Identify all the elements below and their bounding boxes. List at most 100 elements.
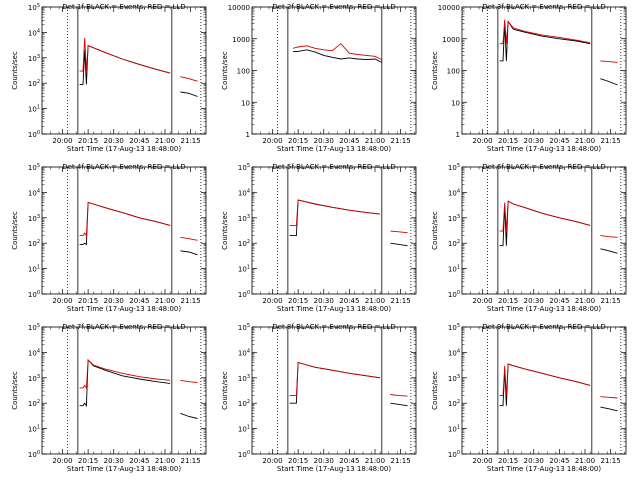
x-tick-label: 20:45 — [549, 457, 569, 465]
y-tick-label: 1000 — [232, 36, 250, 44]
panel-title: Det 3f BLACK = Events, RED = LLD — [482, 3, 605, 11]
x-tick-label: 20:45 — [129, 137, 149, 145]
series-line-events — [499, 363, 618, 412]
y-tick-label: 105 — [28, 163, 40, 172]
x-tick-label: 20:00 — [472, 137, 492, 145]
x-tick-label: 20:45 — [549, 297, 569, 305]
x-tick-label: 20:15 — [498, 137, 518, 145]
x-axis-label: Start Time (17-Aug-13 18:48:00) — [487, 305, 601, 313]
y-tick-label: 101 — [28, 265, 40, 274]
plot-frame — [461, 6, 627, 135]
x-axis-label: Start Time (17-Aug-13 18:48:00) — [277, 465, 391, 473]
x-tick-label: 21:00 — [575, 457, 595, 465]
plot-frame — [461, 326, 627, 455]
y-axis-label: Counts/sec — [431, 51, 439, 90]
series-line-events — [79, 358, 198, 419]
x-tick-label: 20:00 — [262, 137, 282, 145]
series-line-lld — [289, 361, 408, 397]
series-line-events — [499, 200, 618, 254]
y-tick-label: 105 — [28, 323, 40, 332]
y-tick-label: 100 — [28, 450, 40, 459]
y-tick-label: 105 — [238, 323, 250, 332]
x-tick-label: 21:15 — [391, 457, 411, 465]
x-tick-label: 21:00 — [155, 297, 175, 305]
detector-panel: 100 101 102 103 104 105 20:00 20:15 20:30 20:45 21… — [431, 163, 627, 313]
y-tick-label: 104 — [448, 188, 460, 197]
x-axis-label: Start Time (17-Aug-13 18:48:00) — [487, 145, 601, 153]
series-line-lld — [499, 363, 618, 399]
y-tick-label: 100 — [447, 68, 460, 76]
x-tick-label: 20:45 — [129, 457, 149, 465]
panel-title: Det 1f BLACK = Events, RED = LLD — [62, 3, 185, 11]
x-tick-label: 20:30 — [524, 297, 544, 305]
x-tick-label: 21:00 — [365, 457, 385, 465]
y-tick-label: 104 — [28, 348, 40, 357]
detector-panel: 100 101 102 103 104 105 20:00 20:15 20:30 20:45 21… — [221, 163, 417, 313]
plot-frame — [251, 326, 417, 455]
y-axis-label: Counts/sec — [11, 211, 19, 250]
y-tick-label: 100 — [238, 450, 250, 459]
x-tick-label: 20:30 — [524, 137, 544, 145]
y-tick-label: 102 — [28, 399, 40, 408]
x-tick-label: 20:15 — [78, 137, 98, 145]
x-tick-label: 21:00 — [365, 297, 385, 305]
plot-frame — [461, 166, 627, 295]
x-tick-label: 20:15 — [288, 297, 308, 305]
series-line-lld — [79, 201, 198, 241]
y-tick-label: 103 — [28, 54, 40, 63]
y-tick-label: 101 — [448, 425, 460, 434]
x-tick-label: 20:30 — [314, 137, 334, 145]
series-line-lld — [499, 19, 618, 63]
series-line-lld — [79, 37, 198, 82]
y-tick-label: 10000 — [228, 4, 250, 12]
y-axis-label: Counts/sec — [221, 371, 229, 410]
x-tick-label: 20:45 — [129, 297, 149, 305]
panel-title: Det 2f BLACK = Events, RED = LLD — [272, 3, 395, 11]
x-tick-label: 20:00 — [52, 137, 72, 145]
detector-panel: 100 101 102 103 104 105 20:00 20:15 20:30 20:45 21… — [11, 3, 207, 153]
y-tick-label: 104 — [448, 348, 460, 357]
x-tick-label: 21:00 — [365, 137, 385, 145]
x-tick-label: 20:15 — [288, 457, 308, 465]
x-tick-label: 21:15 — [181, 297, 201, 305]
x-tick-label: 20:15 — [78, 297, 98, 305]
y-tick-label: 104 — [28, 28, 40, 37]
x-tick-label: 21:00 — [155, 457, 175, 465]
plot-frame — [41, 326, 207, 455]
y-axis-label: Counts/sec — [11, 371, 19, 410]
plot-frame — [41, 6, 207, 135]
y-tick-label: 104 — [238, 188, 250, 197]
y-tick-label: 105 — [448, 163, 460, 172]
series-line-events — [79, 201, 198, 256]
y-tick-label: 104 — [238, 348, 250, 357]
series-line-events — [289, 361, 408, 407]
y-tick-label: 100 — [237, 68, 250, 76]
y-tick-label: 102 — [28, 79, 40, 88]
y-tick-label: 103 — [448, 214, 460, 223]
y-tick-label: 103 — [28, 374, 40, 383]
y-tick-label: 102 — [448, 399, 460, 408]
x-tick-label: 21:15 — [601, 297, 621, 305]
series-line-lld — [292, 43, 382, 61]
x-tick-label: 20:00 — [472, 457, 492, 465]
detector-panel: 100 101 102 103 104 105 20:00 20:15 20:30 20:45 21… — [11, 323, 207, 473]
x-tick-label: 20:00 — [472, 297, 492, 305]
plot-frame — [251, 6, 417, 135]
y-tick-label: 100 — [28, 130, 40, 139]
y-axis-label: Counts/sec — [221, 211, 229, 250]
y-tick-label: 10 — [241, 99, 250, 107]
x-tick-label: 20:00 — [52, 457, 72, 465]
y-tick-label: 103 — [28, 214, 40, 223]
y-tick-label: 103 — [238, 214, 250, 223]
x-axis-label: Start Time (17-Aug-13 18:48:00) — [277, 305, 391, 313]
y-tick-label: 100 — [28, 290, 40, 299]
y-tick-label: 102 — [238, 399, 250, 408]
detector-panel: 1 10 100 1000 10000 20:00 20:15 20:30 20:45 21:00… — [221, 3, 417, 153]
y-tick-label: 1 — [246, 131, 250, 139]
y-tick-label: 102 — [28, 239, 40, 248]
panel-title: Det 5f BLACK = Events, RED = LLD — [272, 163, 395, 171]
x-tick-label: 21:00 — [155, 137, 175, 145]
y-tick-label: 100 — [448, 450, 460, 459]
x-axis-label: Start Time (17-Aug-13 18:48:00) — [277, 145, 391, 153]
